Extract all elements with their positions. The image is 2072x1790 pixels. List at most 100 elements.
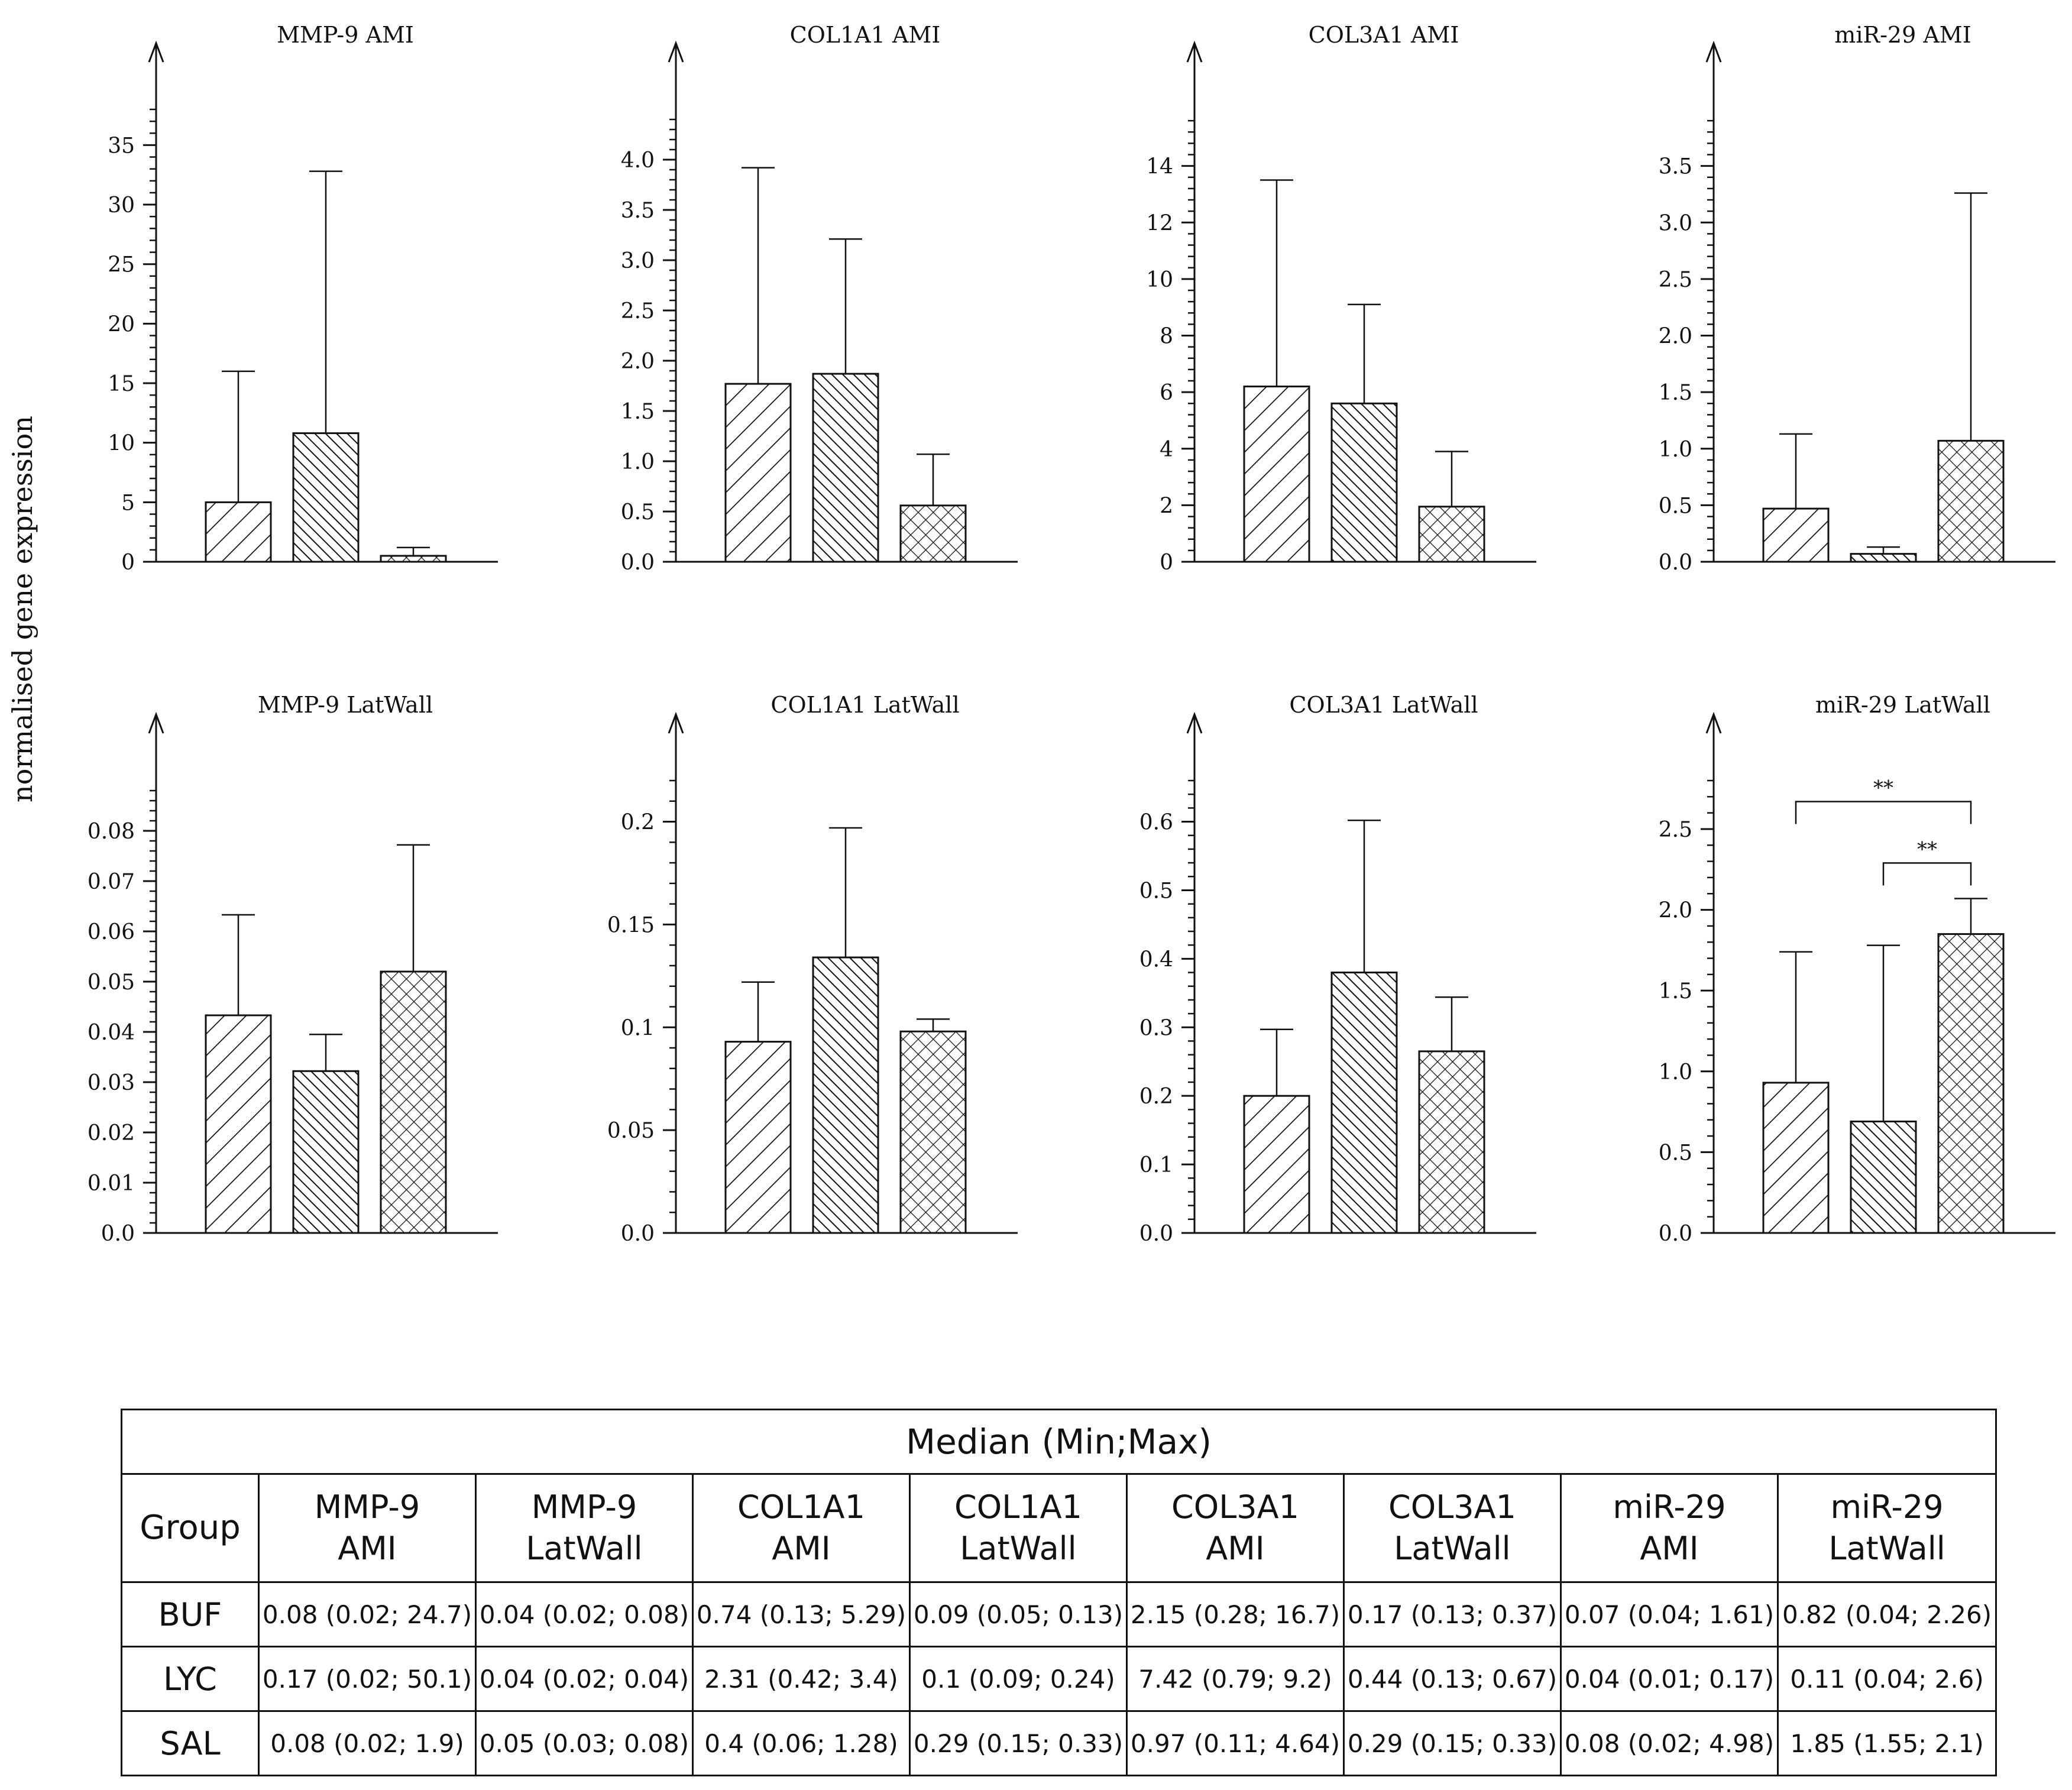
panel-title: MMP-9 AMI (277, 22, 414, 48)
tick-label: 3.0 (1659, 211, 1692, 235)
table-row: LYC 0.17 (0.02; 50.1) 0.04 (0.02; 0.04) … (121, 1646, 1997, 1712)
tick-label: 0.02 (88, 1121, 135, 1145)
table-cell: 0.44 (0.13; 0.67) (1343, 1646, 1562, 1712)
tick-label: 30 (108, 193, 135, 218)
tick-label: 0.2 (1139, 1085, 1173, 1109)
chart-panel: COL1A1 AMI 0.0 0.5 1.0 1.5 2.0 2.5 3.0 3.5 4.0 (621, 22, 1018, 575)
y-axis-arrow (1705, 711, 1722, 734)
tick-label: 15 (108, 372, 135, 396)
bar (899, 1030, 967, 1234)
column-header: MMP-9 LatWall (475, 1473, 694, 1583)
significance-label: ** (1917, 837, 1937, 861)
chart-panel: MMP-9 LatWall 0.0 0.01 0.02 0.03 0.04 0.05 0.06… (88, 692, 498, 1246)
significance-bracket (1882, 862, 1972, 886)
bar (812, 373, 879, 563)
bar (812, 956, 879, 1234)
panel-title: COL1A1 LatWall (770, 692, 959, 718)
tick-label: 1.5 (1659, 381, 1692, 405)
median-table: Median (Min;Max) Group MMP-9 AMI MMP-9 Lat… (120, 1409, 1997, 1776)
tick-label: 0 (1160, 551, 1173, 575)
bar (724, 1041, 792, 1234)
tick-label: 0.08 (88, 820, 135, 844)
tick-label: 2.5 (1659, 268, 1692, 292)
table-row: SAL 0.08 (0.02; 1.9) 0.05 (0.03; 0.08) 0… (121, 1710, 1997, 1776)
panel-title: MMP-9 LatWall (258, 692, 433, 718)
tick-label: 2 (1160, 494, 1173, 518)
chart-panel: miR-29 LatWall 0.0 0.5 1.0 1.5 2.0 2.5 ** ** (1659, 692, 2055, 1246)
y-axis-arrow (1186, 711, 1203, 734)
table-cell: 0.08 (0.02; 1.9) (258, 1710, 477, 1776)
bar (1418, 506, 1485, 563)
tick-label: 0.05 (607, 1119, 655, 1143)
group-header: Group (121, 1473, 260, 1583)
table-cell: 0.97 (0.11; 4.64) (1126, 1710, 1345, 1776)
bar (380, 555, 447, 563)
tick-label: 20 (108, 312, 135, 336)
tick-label: 10 (1146, 268, 1173, 292)
tick-label: 12 (1146, 211, 1173, 235)
bar-chart-figure: normalised gene expression MMP-9 AMI 0 5 10… (7, 22, 2055, 1246)
tick-label: 2.5 (621, 299, 655, 323)
chart-panel: MMP-9 AMI 0 5 10 15 20 25 30 35 (108, 22, 498, 575)
tick-label: 0 (121, 551, 135, 575)
bar (724, 383, 792, 563)
column-header: COL1A1 AMI (692, 1473, 911, 1583)
tick-label: 6 (1160, 381, 1173, 405)
table-cell: 0.74 (0.13; 5.29) (692, 1581, 911, 1647)
bar (1330, 972, 1398, 1234)
tick-label: 5 (121, 491, 135, 515)
group-cell: LYC (121, 1646, 260, 1712)
tick-label: 0.04 (88, 1021, 135, 1045)
significance-bracket (1795, 801, 1972, 824)
panel-title: miR-29 LatWall (1815, 692, 1990, 718)
table-cell: 0.07 (0.04; 1.61) (1560, 1581, 1779, 1647)
group-cell: BUF (121, 1581, 260, 1647)
panel-title: COL3A1 LatWall (1289, 692, 1478, 718)
bar (1937, 439, 2005, 563)
tick-label: 0.06 (88, 920, 135, 944)
bar (292, 432, 360, 563)
panel-title: COL3A1 AMI (1309, 22, 1459, 48)
tick-label: 0.6 (1139, 811, 1173, 835)
table-cell: 0.4 (0.06; 1.28) (692, 1710, 911, 1776)
tick-label: 0.5 (1659, 494, 1692, 518)
bar (1762, 507, 1830, 563)
table-cell: 0.08 (0.02; 24.7) (258, 1581, 477, 1647)
tick-label: 0.15 (607, 913, 655, 937)
y-axis-arrow (148, 40, 164, 63)
table-cell: 0.04 (0.01; 0.17) (1560, 1646, 1779, 1712)
bar (1937, 933, 2005, 1234)
tick-label: 0.01 (88, 1171, 135, 1196)
panel-title: COL1A1 AMI (790, 22, 941, 48)
tick-label: 3.5 (1659, 155, 1692, 179)
chart-panel: COL1A1 LatWall 0.0 0.05 0.1 0.15 0.2 (607, 692, 1018, 1246)
table-cell: 7.42 (0.79; 9.2) (1126, 1646, 1345, 1712)
tick-label: 0.0 (621, 1222, 655, 1246)
tick-label: 0.1 (621, 1016, 655, 1040)
column-header: COL1A1 LatWall (909, 1473, 1128, 1583)
tick-label: 0.5 (1659, 1141, 1692, 1165)
table-cell: 2.31 (0.42; 3.4) (692, 1646, 911, 1712)
column-header: MMP-9 AMI (258, 1473, 477, 1583)
tick-label: 0.07 (88, 870, 135, 894)
column-header: COL3A1 AMI (1126, 1473, 1345, 1583)
bar (292, 1070, 360, 1234)
tick-label: 1.5 (621, 400, 655, 424)
tick-label: 0.4 (1139, 947, 1173, 972)
bar (1418, 1050, 1485, 1234)
table-cell: 0.1 (0.09; 0.24) (909, 1646, 1128, 1712)
bar (1243, 1095, 1310, 1234)
bar (205, 501, 272, 563)
panel-title: miR-29 AMI (1834, 22, 1971, 48)
y-axis-arrow (668, 711, 684, 734)
table-cell: 0.05 (0.03; 0.08) (475, 1710, 694, 1776)
bar (205, 1014, 272, 1234)
tick-label: 3.5 (621, 199, 655, 223)
chart-panel: COL3A1 LatWall 0.0 0.1 0.2 0.3 0.4 0.5 0.6 (1139, 692, 1536, 1246)
tick-label: 0.0 (621, 551, 655, 575)
y-axis-arrow (1705, 40, 1722, 63)
tick-label: 0.3 (1139, 1016, 1173, 1040)
y-axis-arrow (148, 711, 164, 734)
y-axis-label: normalised gene expression (7, 416, 38, 802)
tick-label: 2.0 (1659, 899, 1692, 923)
